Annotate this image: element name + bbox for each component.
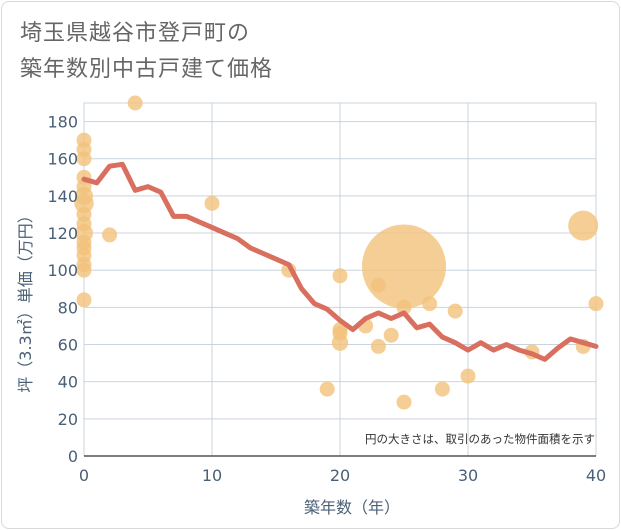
- trend-series: [81, 161, 599, 362]
- x-tick-label: 10: [202, 466, 222, 485]
- size-note: 円の大きさは、取引のあった物件面積を示す: [365, 432, 595, 446]
- bubble-point: [370, 277, 386, 293]
- bubble-series: [74, 95, 604, 410]
- x-tick-label: 0: [79, 466, 89, 485]
- bubble-point: [332, 325, 348, 341]
- x-tick-label: 20: [330, 466, 350, 485]
- bubble-point: [370, 338, 386, 354]
- bubble-point: [76, 151, 92, 167]
- bubble-point: [396, 299, 412, 315]
- bubble-point: [102, 227, 118, 243]
- chart-title: 埼玉県越谷市登戸町の 築年数別中古戸建て価格: [20, 21, 274, 82]
- bubble-point: [319, 381, 335, 397]
- bubble-point: [434, 381, 450, 397]
- bubble-point: [447, 303, 463, 319]
- bubble-point: [396, 394, 412, 410]
- bubble-point: [204, 195, 220, 211]
- x-tick-label: 40: [586, 466, 606, 485]
- bubble-point: [332, 268, 348, 284]
- x-tick-label: 30: [458, 466, 478, 485]
- y-tick-label: 120: [47, 224, 78, 243]
- y-tick-label: 160: [47, 150, 78, 169]
- bubble-point: [76, 292, 92, 308]
- bubble-point: [460, 368, 476, 384]
- y-tick-label: 100: [47, 261, 78, 280]
- y-tick-label: 0: [68, 447, 78, 466]
- y-tick-label: 60: [58, 336, 78, 355]
- bubble-point: [588, 296, 604, 312]
- x-tick-labels: 0 10 20 30 40: [79, 466, 606, 485]
- y-tick-label: 40: [58, 373, 78, 392]
- bubble-point: [76, 262, 92, 278]
- bubble-point: [383, 327, 399, 343]
- bubble-point: [127, 95, 143, 111]
- y-tick-label: 140: [47, 187, 78, 206]
- bubble-point: [362, 224, 446, 309]
- y-axis-title: 坪（3.3㎡）単価（万円）: [16, 207, 35, 392]
- y-tick-label: 180: [47, 113, 78, 132]
- x-axis-title: 築年数（年）: [304, 498, 400, 517]
- y-tick-label: 80: [58, 298, 78, 317]
- bubble-point: [568, 210, 599, 241]
- trend-line: [81, 161, 599, 362]
- bubble-point: [422, 296, 438, 312]
- y-tick-label: 20: [58, 410, 78, 429]
- y-tick-labels: 0 20 40 60 80 100 120 140 160 180: [47, 113, 78, 466]
- bubble-point: [76, 216, 92, 232]
